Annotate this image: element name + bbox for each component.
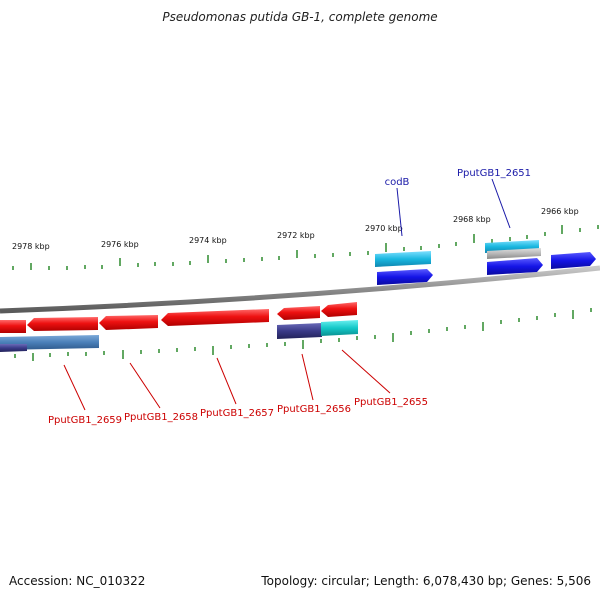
gene-feature[interactable] xyxy=(321,302,357,317)
gene-feature[interactable] xyxy=(0,344,27,352)
gene-feature[interactable] xyxy=(375,251,431,267)
scale-label: 2972 kbp xyxy=(277,231,315,240)
gene-label-PputGB1_2659[interactable]: PputGB1_2659 xyxy=(48,415,122,426)
scale-label: 2966 kbp xyxy=(541,207,579,216)
gene-label-PputGB1_2656[interactable]: PputGB1_2656 xyxy=(277,404,351,415)
reverse-label-connectors xyxy=(63,349,391,411)
forward-scale-ticks xyxy=(12,225,599,270)
gene-label-PputGB1_2657[interactable]: PputGB1_2657 xyxy=(200,408,274,419)
scale-label: 2968 kbp xyxy=(453,215,491,224)
reverse-genes xyxy=(0,302,358,352)
gene-feature[interactable] xyxy=(99,315,158,330)
scale-label: 2974 kbp xyxy=(189,236,227,245)
gene-feature[interactable] xyxy=(0,320,26,333)
gene-feature[interactable] xyxy=(277,306,320,320)
gene-feature[interactable] xyxy=(487,258,543,275)
scale-label: 2976 kbp xyxy=(101,240,139,249)
gene-feature[interactable] xyxy=(27,317,98,331)
accession-text: Accession: NC_010322 xyxy=(9,574,146,588)
scale-labels: 2978 kbp 2976 kbp 2974 kbp 2972 kbp 2970… xyxy=(12,207,579,251)
gene-label-codB[interactable]: codB xyxy=(385,177,410,188)
gene-label-PputGB1_2658[interactable]: PputGB1_2658 xyxy=(124,412,198,423)
gene-feature[interactable] xyxy=(377,269,433,285)
gene-feature[interactable] xyxy=(161,309,269,326)
reverse-scale-ticks xyxy=(14,308,592,361)
gene-feature[interactable] xyxy=(551,252,596,269)
forward-gene-labels: codB PputGB1_2651 xyxy=(385,168,531,188)
reverse-gene-labels: PputGB1_2659 PputGB1_2658 PputGB1_2657 P… xyxy=(48,397,428,426)
genome-backbone xyxy=(0,265,600,314)
forward-label-connectors xyxy=(396,178,511,237)
scale-label: 2978 kbp xyxy=(12,242,50,251)
gene-feature[interactable] xyxy=(321,320,358,336)
map-title: Pseudomonas putida GB-1, complete genome xyxy=(162,10,438,24)
gene-feature[interactable] xyxy=(487,248,541,259)
gene-feature[interactable] xyxy=(277,323,322,339)
genome-summary-text: Topology: circular; Length: 6,078,430 bp… xyxy=(261,574,591,588)
gene-label-PputGB1_2655[interactable]: PputGB1_2655 xyxy=(354,397,428,408)
scale-label: 2970 kbp xyxy=(365,224,403,233)
forward-genes xyxy=(375,240,596,285)
gene-label-PputGB1_2651[interactable]: PputGB1_2651 xyxy=(457,168,531,179)
